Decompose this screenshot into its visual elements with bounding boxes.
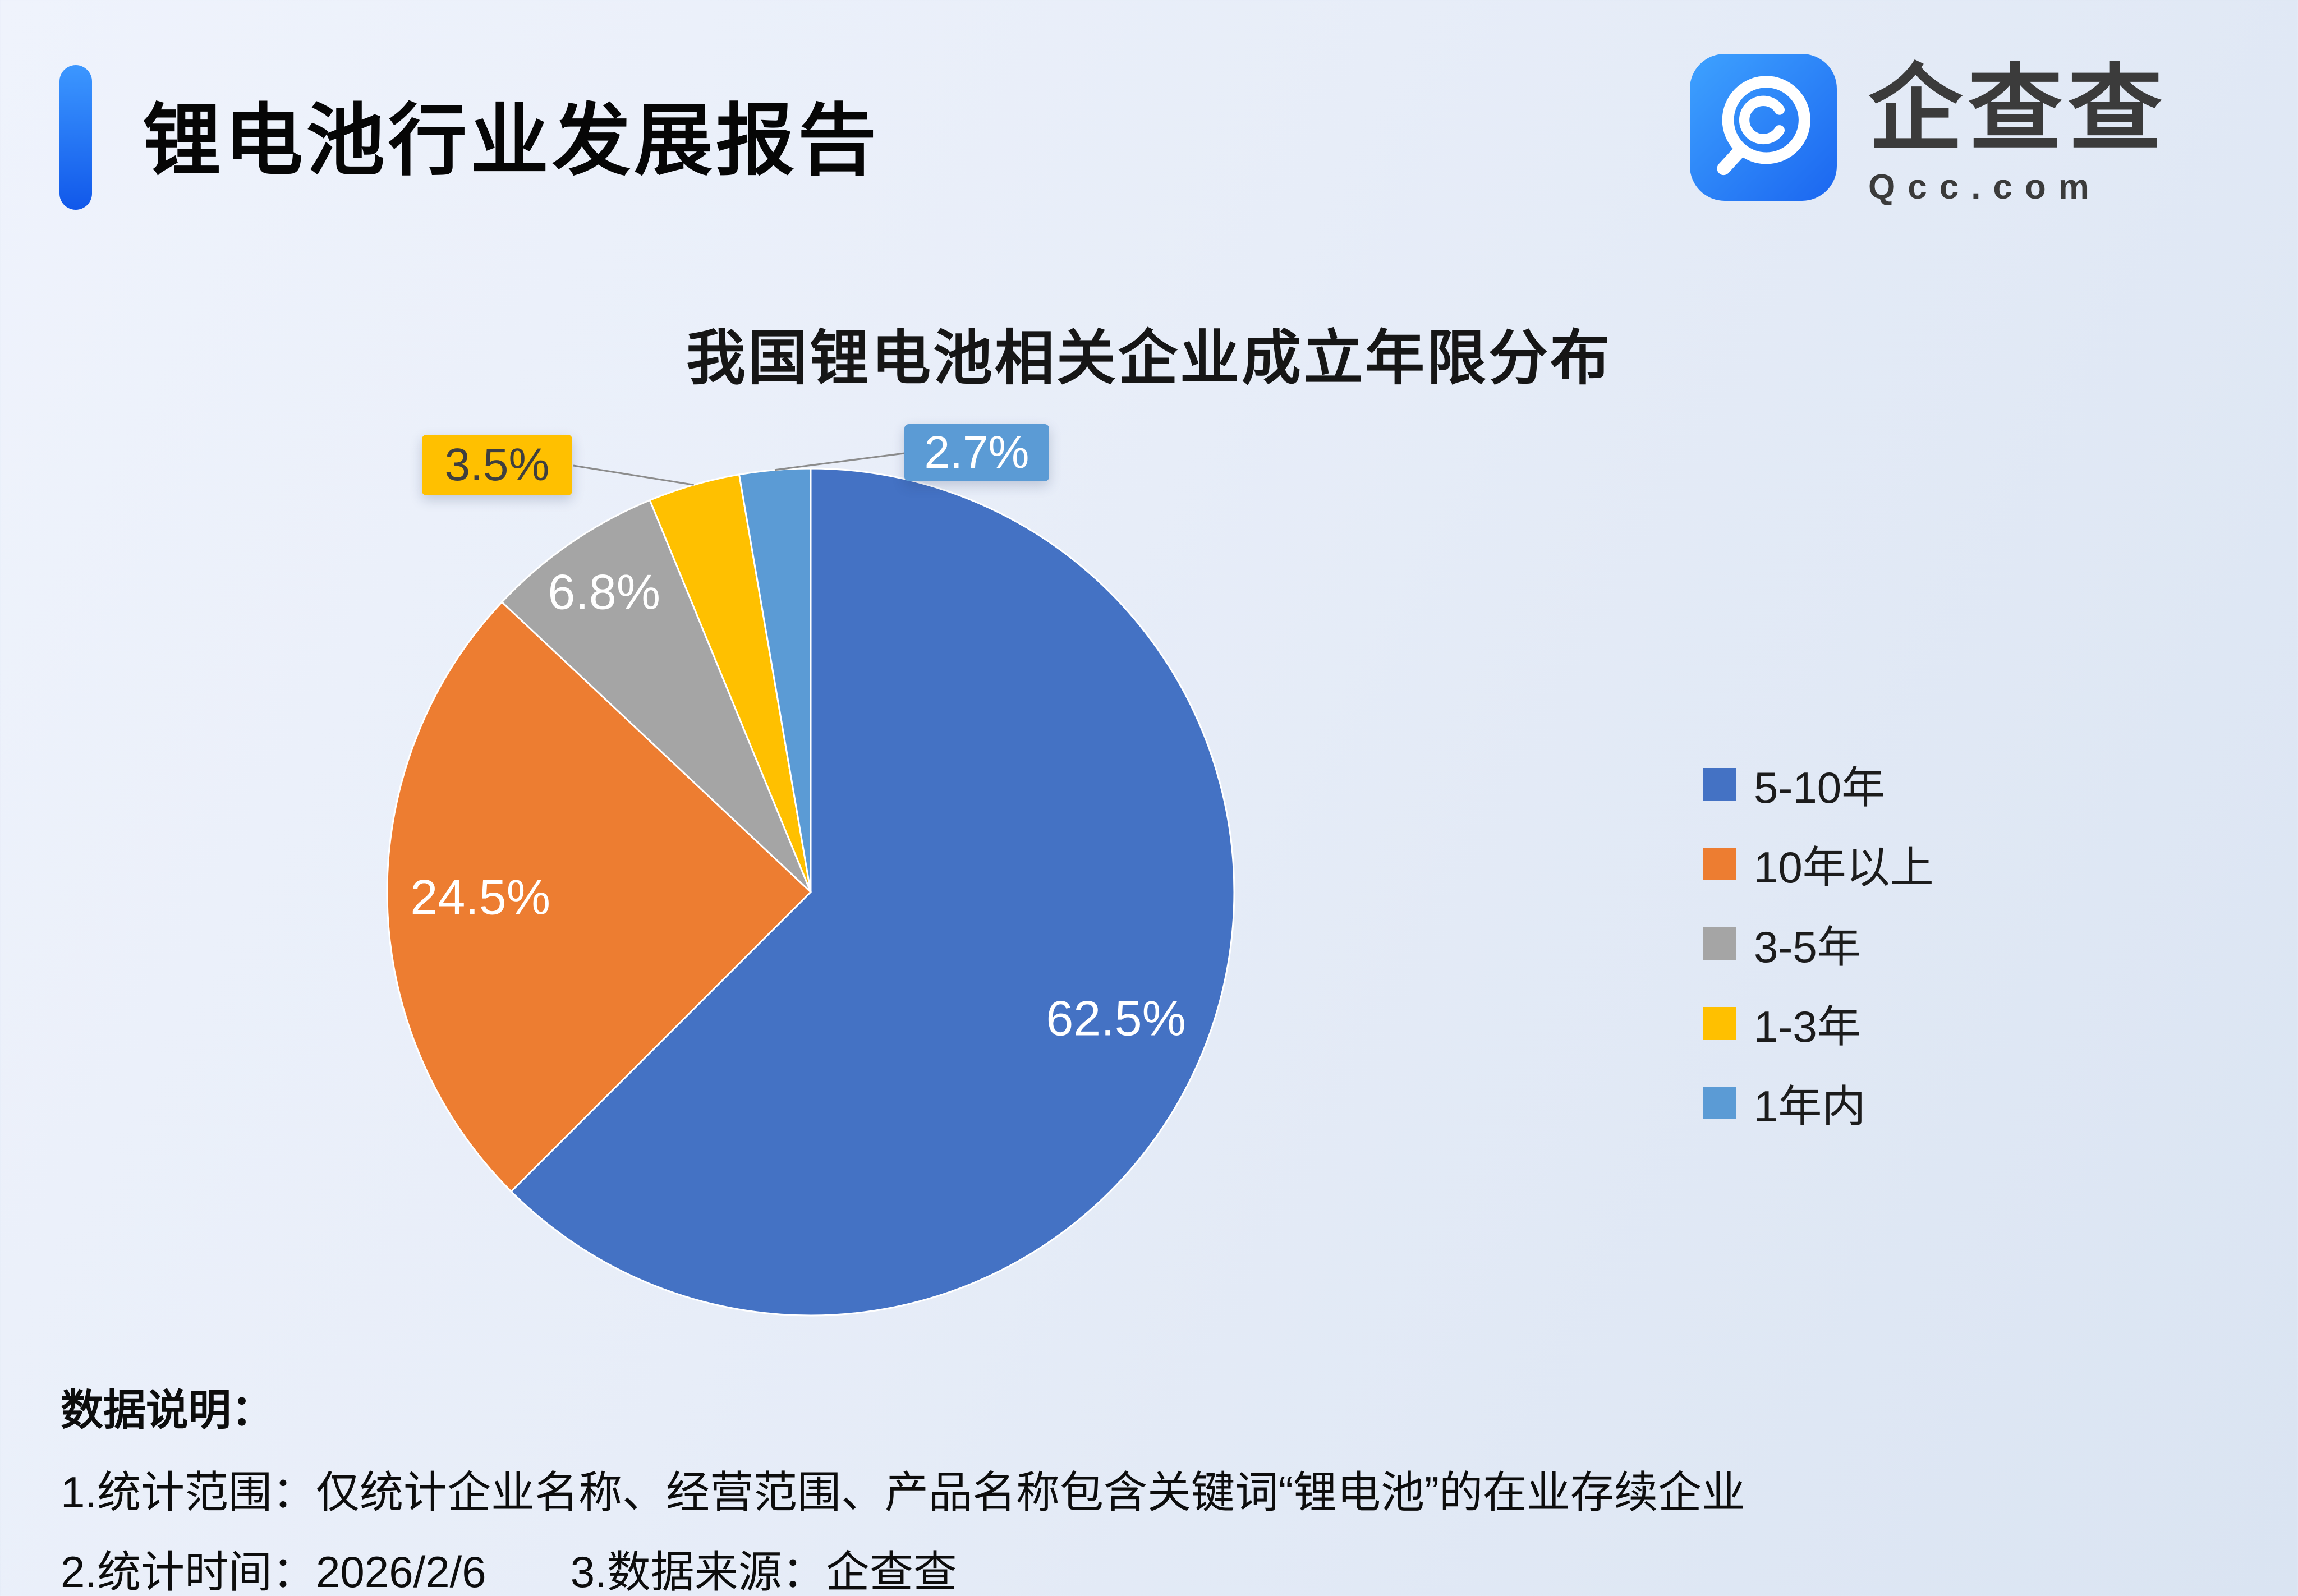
qcc-brand-name: 企查查 (1868, 56, 2168, 162)
footnote-time: 2.统计时间：2026/2/6 (61, 1547, 486, 1596)
pie-chart: 62.5% 24.5% 6.8% (362, 443, 1260, 1341)
legend-item: 10年以上 (1703, 841, 1934, 892)
footnote-source: 3.数据来源：企查查 (570, 1547, 957, 1596)
legend-item: 1年内 (1703, 1080, 1934, 1131)
legend-swatch (1703, 848, 1736, 880)
pie-chart-svg: 62.5% 24.5% 6.8% (386, 452, 1235, 1317)
legend-label: 1年内 (1754, 1082, 1866, 1131)
legend-item: 5-10年 (1703, 762, 1934, 812)
pie-slice-2 (500, 499, 812, 893)
footnote-heading: 数据说明： (61, 1387, 274, 1434)
legend-item: 3-5年 (1703, 921, 1934, 972)
footnote-line-2: 2.统计时间：2026/2/6 3.数据来源：企查查 (61, 1537, 957, 1596)
legend-swatch (1703, 1007, 1736, 1040)
callout-1-3-years: 3.5% (422, 435, 572, 495)
qcc-brand-domain: Qcc.com (1868, 168, 2102, 207)
legend-item: 1-3年 (1703, 1001, 1934, 1051)
callout-leader-line (774, 452, 905, 471)
title-accent-bar (59, 65, 92, 210)
pie-slice-label-0: 62.5% (1046, 990, 1186, 1046)
legend-swatch (1703, 1087, 1736, 1119)
report-title: 锂电池行业发展报告 (143, 96, 880, 185)
legend-label: 5-10年 (1754, 763, 1886, 812)
pie-slice-1 (386, 601, 812, 1193)
qcc-logo-icon (1690, 54, 1837, 201)
callout-under-1-year: 2.7% (904, 424, 1049, 481)
legend-swatch (1703, 927, 1736, 960)
legend-swatch (1703, 768, 1736, 801)
pie-slice-label-2: 6.8% (548, 564, 660, 619)
legend-label: 1-3年 (1754, 1002, 1861, 1051)
chart-legend: 5-10年 10年以上 3-5年 1-3年 1年内 (1703, 762, 1934, 1131)
pie-slice-label-1: 24.5% (410, 869, 550, 925)
footnote-scope: 1.统计范围：仅统计企业名称、经营范围、产品名称包含关键词“锂电池”的在业存续企… (61, 1468, 1746, 1517)
legend-label: 3-5年 (1754, 922, 1861, 972)
callout-leader-line (573, 464, 694, 486)
chart-title: 我国锂电池相关企业成立年限分布 (686, 325, 1612, 392)
pie-slice-0 (509, 467, 1235, 1317)
legend-label: 10年以上 (1754, 843, 1934, 892)
qcc-logo: 企查查 Qcc.com (1690, 54, 2168, 207)
qcc-brand-text: 企查查 Qcc.com (1868, 54, 2168, 207)
